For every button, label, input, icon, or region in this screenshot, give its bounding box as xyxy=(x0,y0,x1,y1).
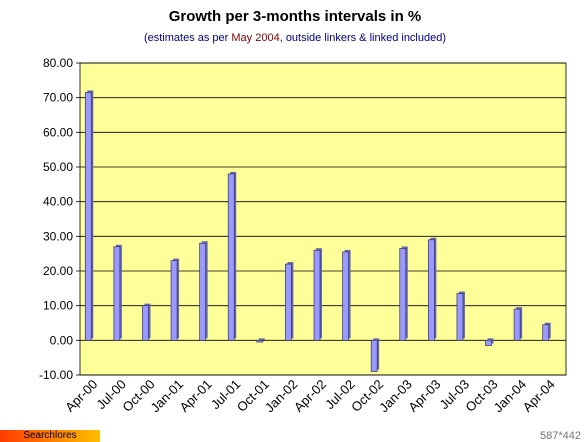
bar xyxy=(256,339,264,343)
bar xyxy=(370,339,378,372)
y-tick-label: -10.00 xyxy=(39,368,73,382)
x-tick-label: Apr-01 xyxy=(177,377,215,415)
subtitle-date: May 2004 xyxy=(231,32,279,44)
bars xyxy=(84,90,551,372)
searchlores-badge[interactable]: Searchlores xyxy=(0,430,100,442)
x-tick-label: Jan-03 xyxy=(376,377,415,416)
y-tick-label: 10.00 xyxy=(43,299,73,313)
bar xyxy=(399,248,407,341)
bar xyxy=(428,239,435,341)
bar xyxy=(485,339,492,346)
x-tick-label: Apr-02 xyxy=(291,377,329,415)
y-tick-label: 60.00 xyxy=(43,125,73,139)
y-tick-label: 40.00 xyxy=(43,195,73,209)
bar xyxy=(84,92,92,341)
subtitle-suffix: , outside linkers & linked included) xyxy=(280,32,446,44)
bar xyxy=(199,242,206,341)
x-tick-label: Apr-00 xyxy=(62,377,100,415)
y-tick-label: 70.00 xyxy=(43,91,73,105)
y-tick-label: 50.00 xyxy=(43,160,73,174)
plot-area xyxy=(79,62,567,376)
y-tick-label: 0.00 xyxy=(50,333,74,347)
bar xyxy=(313,249,321,341)
gridlines xyxy=(76,62,566,376)
bar xyxy=(456,293,464,341)
bar xyxy=(542,324,550,341)
x-tick-label: Jan-02 xyxy=(262,377,301,416)
x-tick-label: Jan-04 xyxy=(491,377,530,416)
x-axis-tick-labels: Apr-00Jul-00Oct-00Jan-01Apr-01Jul-01Oct-… xyxy=(62,377,558,416)
y-tick-label: 20.00 xyxy=(43,264,73,278)
bar xyxy=(285,263,292,341)
y-tick-label: 80.00 xyxy=(43,56,73,70)
bar xyxy=(227,173,235,341)
chart-subtitle: (estimates as per May 2004, outside link… xyxy=(144,32,446,44)
x-tick-label: Apr-03 xyxy=(405,377,443,415)
y-tick-label: 30.00 xyxy=(43,229,73,243)
bar xyxy=(170,260,178,341)
bar xyxy=(513,308,521,341)
bar xyxy=(113,246,121,341)
bar xyxy=(142,305,149,341)
bar xyxy=(342,251,349,341)
bar-shadow xyxy=(258,338,265,341)
y-axis-tick-labels: -10.00 0.00 10.00 20.00 30.00 40.00 50.00 60.00… xyxy=(39,56,73,382)
chart-title: Growth per 3-months intervals in % xyxy=(169,8,422,25)
x-tick-label: Jan-01 xyxy=(147,377,186,416)
image-dimensions-label: 587*442 xyxy=(540,430,581,442)
x-tick-label: Apr-04 xyxy=(520,377,558,415)
subtitle-prefix: (estimates as per xyxy=(144,32,231,44)
